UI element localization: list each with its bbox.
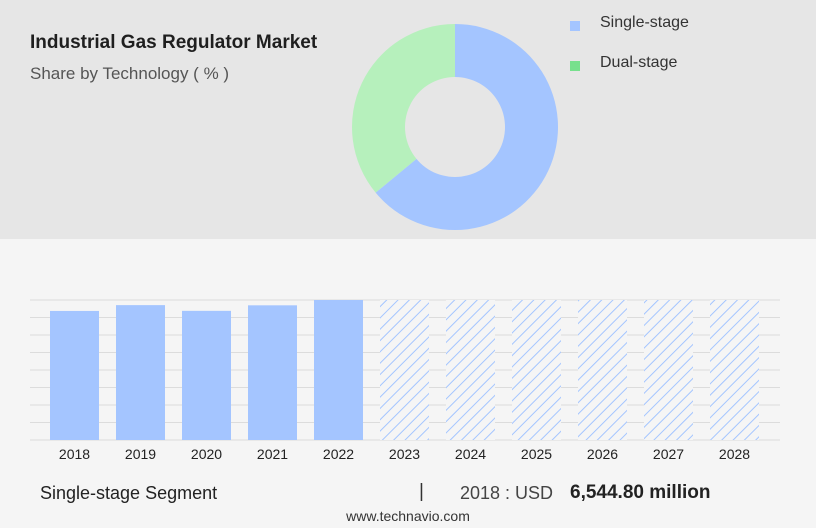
x-tick-label-2027: 2027	[653, 446, 684, 462]
x-tick-label-2021: 2021	[257, 446, 288, 462]
chart-title: Industrial Gas Regulator Market	[30, 32, 318, 53]
x-tick-label-2028: 2028	[719, 446, 750, 462]
bar-2019	[116, 305, 165, 440]
chart-subtitle: Share by Technology ( % )	[30, 64, 230, 83]
bar-2024	[446, 300, 495, 440]
donut-slice-single-stage	[375, 24, 558, 230]
x-tick-label-2026: 2026	[587, 446, 618, 462]
footer-separator: |	[419, 481, 424, 502]
bar-2026	[578, 300, 627, 440]
legend-label-single-stage: Single-stage	[600, 14, 689, 31]
donut-slice-dual-stage	[351, 24, 455, 193]
legend-label-dual-stage: Dual-stage	[600, 54, 678, 71]
x-tick-label-2023: 2023	[389, 446, 420, 462]
source-link[interactable]: www.technavio.com	[346, 508, 470, 524]
bar-2018	[50, 310, 99, 440]
x-tick-label-2025: 2025	[521, 446, 552, 462]
x-tick-label-2024: 2024	[455, 446, 486, 462]
footer-value: 6,544.80 million	[570, 482, 711, 503]
bar-chart: 2018 2019 2020 2021 2022 2023 2024 2025 2026 2027…	[30, 299, 780, 462]
bar-2021	[248, 305, 297, 440]
segment-label: Single-stage Segment	[40, 483, 218, 503]
bar-2022	[314, 300, 363, 440]
x-tick-label-2020: 2020	[191, 446, 222, 462]
bar-2020	[182, 310, 231, 440]
bar-2027	[644, 300, 693, 440]
footer-year-label: 2018 : USD	[460, 483, 554, 503]
x-tick-label-2022: 2022	[323, 446, 354, 462]
x-tick-label-2018: 2018	[59, 446, 90, 462]
donut-chart	[351, 24, 558, 230]
bar-2023	[380, 300, 429, 440]
x-tick-label-2019: 2019	[125, 446, 156, 462]
bar-2028	[710, 300, 759, 440]
bar-2025	[512, 300, 561, 440]
legend-swatch-dual-stage	[570, 61, 580, 71]
legend-swatch-single-stage	[570, 21, 580, 31]
